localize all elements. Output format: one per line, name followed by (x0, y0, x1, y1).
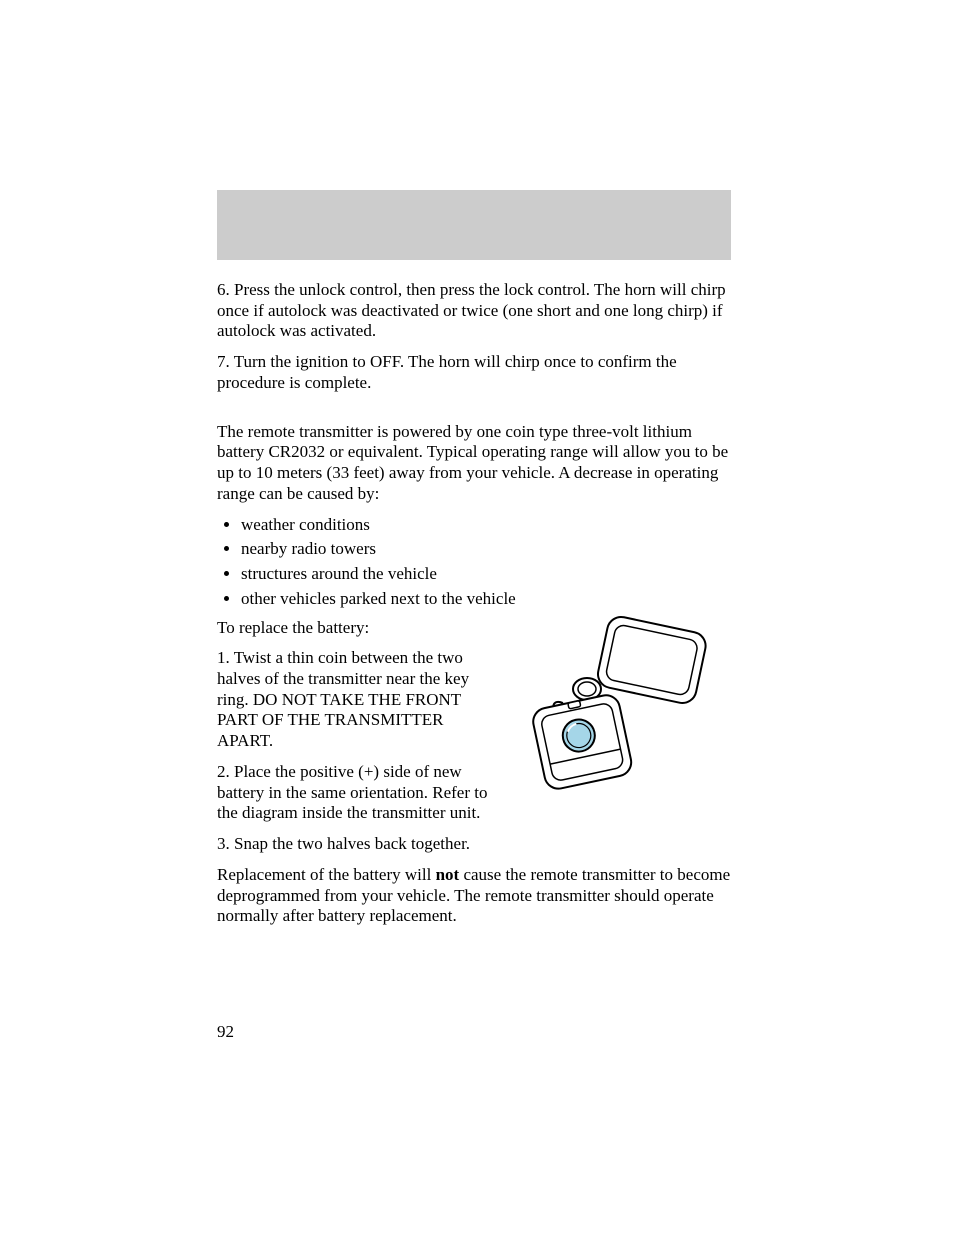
body-column: 6. Press the unlock control, then press … (217, 280, 731, 937)
page-number: 92 (217, 1022, 234, 1042)
list-item: structures around the vehicle (241, 564, 731, 585)
replace-step-1-text: 1. Twist a thin coin between the two hal… (217, 648, 501, 752)
list-item: weather conditions (241, 515, 731, 536)
keyfob-diagram (510, 613, 740, 803)
section-header-bar (217, 190, 731, 260)
replace-step-2-text: 2. Place the positive (+) side of new ba… (217, 762, 501, 824)
manual-page: 6. Press the unlock control, then press … (0, 0, 954, 1235)
closing-text: Replacement of the battery will not caus… (217, 865, 731, 927)
step-7-text: 7. Turn the ignition to OFF. The horn wi… (217, 352, 731, 393)
list-item: nearby radio towers (241, 539, 731, 560)
transmitter-intro-text: The remote transmitter is powered by one… (217, 422, 731, 505)
keyfob-icon (510, 613, 740, 803)
closing-bold-not: not (436, 865, 460, 884)
range-factor-list: weather conditions nearby radio towers s… (217, 515, 731, 610)
closing-pre: Replacement of the battery will (217, 865, 436, 884)
wrapped-beside-figure: 1. Twist a thin coin between the two hal… (217, 648, 501, 855)
step-6-text: 6. Press the unlock control, then press … (217, 280, 731, 342)
replace-step-3-text: 3. Snap the two halves back together. (217, 834, 501, 855)
list-item: other vehicles parked next to the vehicl… (241, 589, 731, 610)
